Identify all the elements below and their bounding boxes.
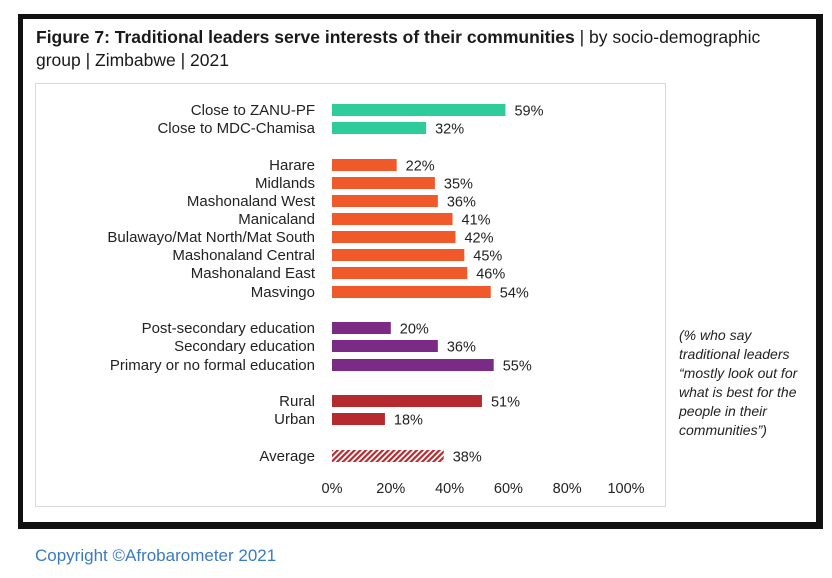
value-label-primary-or-no-formal-education: 55% xyxy=(503,359,532,375)
category-label-manicaland: Manicaland xyxy=(238,211,315,228)
category-label-average: Average xyxy=(259,448,315,465)
copyright-text: Copyright ©Afrobarometer 2021 xyxy=(35,546,277,565)
bar-primary-or-no-formal-education xyxy=(332,359,494,371)
title-bold: Figure 7: Traditional leaders serve inte… xyxy=(36,27,575,47)
category-label-bulawayo-mat-north-mat-south: Bulawayo/Mat North/Mat South xyxy=(107,229,315,246)
value-label-masvingo: 54% xyxy=(500,286,529,302)
category-label-mashonaland-west: Mashonaland West xyxy=(187,193,316,210)
value-label-post-secondary-education: 20% xyxy=(400,322,429,338)
bar-close-to-mdc-chamisa xyxy=(332,122,427,134)
bar-bulawayo-mat-north-mat-south xyxy=(332,231,456,243)
category-label-close-to-mdc-chamisa: Close to MDC-Chamisa xyxy=(157,120,315,137)
bar-mashonaland-central xyxy=(332,249,465,261)
bar-close-to-zanu-pf xyxy=(332,104,506,116)
value-label-harare: 22% xyxy=(406,159,435,175)
category-label-mashonaland-east: Mashonaland East xyxy=(191,265,316,282)
bar-rural xyxy=(332,395,482,407)
value-label-mashonaland-east: 46% xyxy=(476,267,505,283)
x-tick-60: 60% xyxy=(494,481,523,497)
category-label-midlands: Midlands xyxy=(255,175,315,192)
chart-box xyxy=(35,83,666,507)
value-label-urban: 18% xyxy=(394,413,423,429)
title-subtitle: | by socio-demographic group | Zimbabwe … xyxy=(36,27,761,70)
bar-manicaland xyxy=(332,213,453,225)
bar-average xyxy=(332,450,444,462)
chart-note: (% who say traditional leaders “mostly l… xyxy=(679,327,798,438)
x-tick-40: 40% xyxy=(435,481,464,497)
x-tick-0: 0% xyxy=(322,481,343,497)
value-label-average: 38% xyxy=(453,450,482,466)
bar-post-secondary-education xyxy=(332,322,391,334)
bar-secondary-education xyxy=(332,340,438,352)
category-label-primary-or-no-formal-education: Primary or no formal education xyxy=(110,357,315,374)
bar-mashonaland-east xyxy=(332,267,468,279)
figure-title: Figure 7: Traditional leaders serve inte… xyxy=(36,26,776,72)
category-label-secondary-education: Secondary education xyxy=(174,338,315,355)
category-label-close-to-zanu-pf: Close to ZANU-PF xyxy=(191,102,315,119)
value-label-bulawayo-mat-north-mat-south: 42% xyxy=(464,231,493,247)
bar-mashonaland-west xyxy=(332,195,438,207)
value-label-mashonaland-west: 36% xyxy=(447,195,476,211)
bar-harare xyxy=(332,159,397,171)
value-label-secondary-education: 36% xyxy=(447,340,476,356)
value-label-manicaland: 41% xyxy=(462,213,491,229)
value-label-close-to-zanu-pf: 59% xyxy=(514,104,543,120)
category-label-masvingo: Masvingo xyxy=(251,284,315,301)
bar-masvingo xyxy=(332,286,491,298)
value-label-close-to-mdc-chamisa: 32% xyxy=(435,122,464,138)
category-label-urban: Urban xyxy=(274,411,315,428)
value-label-rural: 51% xyxy=(491,395,520,411)
x-tick-100: 100% xyxy=(607,481,644,497)
category-label-mashonaland-central: Mashonaland Central xyxy=(172,247,315,264)
x-tick-80: 80% xyxy=(553,481,582,497)
value-label-mashonaland-central: 45% xyxy=(473,249,502,265)
category-label-rural: Rural xyxy=(279,393,315,410)
category-label-harare: Harare xyxy=(269,157,315,174)
bar-urban xyxy=(332,413,385,425)
x-tick-20: 20% xyxy=(376,481,405,497)
bar-midlands xyxy=(332,177,435,189)
value-label-midlands: 35% xyxy=(444,177,473,193)
category-label-post-secondary-education: Post-secondary education xyxy=(142,320,315,337)
